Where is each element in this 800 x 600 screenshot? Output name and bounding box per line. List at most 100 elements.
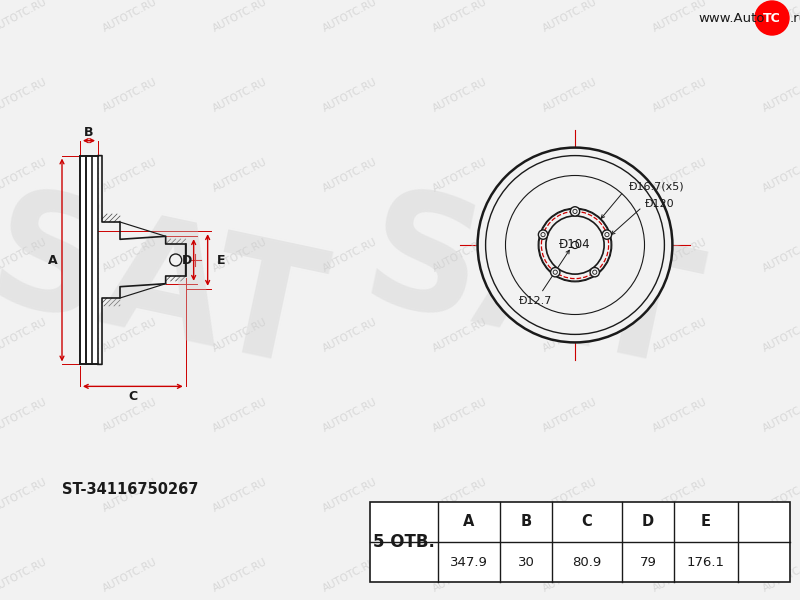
Text: ST-34116750267: ST-34116750267	[62, 482, 198, 497]
Text: AUTOTC.RU: AUTOTC.RU	[541, 316, 599, 353]
Text: AUTOTC.RU: AUTOTC.RU	[761, 397, 800, 434]
Text: AUTOTC.RU: AUTOTC.RU	[761, 476, 800, 514]
Text: AUTOTC.RU: AUTOTC.RU	[541, 76, 599, 113]
Text: AUTOTC.RU: AUTOTC.RU	[321, 236, 379, 274]
Text: AUTOTC.RU: AUTOTC.RU	[651, 316, 709, 353]
Text: AUTOTC.RU: AUTOTC.RU	[431, 236, 489, 274]
Text: Ð16.7(x5): Ð16.7(x5)	[629, 182, 684, 191]
Text: AUTOTC.RU: AUTOTC.RU	[321, 556, 379, 593]
Text: AUTOTC.RU: AUTOTC.RU	[541, 556, 599, 593]
Text: AUTOTC.RU: AUTOTC.RU	[761, 556, 800, 593]
Text: AUTOTC.RU: AUTOTC.RU	[101, 157, 159, 194]
Text: 176.1: 176.1	[687, 556, 725, 569]
Circle shape	[170, 254, 182, 266]
Text: 5 ОТВ.: 5 ОТВ.	[373, 533, 435, 551]
Text: A: A	[463, 514, 474, 529]
Text: AUTOTC.RU: AUTOTC.RU	[101, 397, 159, 434]
Text: AUTOTC.RU: AUTOTC.RU	[431, 556, 489, 593]
Text: 80.9: 80.9	[572, 556, 602, 569]
Text: AUTOTC.RU: AUTOTC.RU	[431, 316, 489, 353]
Text: AUTOTC.RU: AUTOTC.RU	[541, 397, 599, 434]
Text: AUTOTC.RU: AUTOTC.RU	[761, 316, 800, 353]
Text: AUTOTC.RU: AUTOTC.RU	[541, 0, 599, 34]
Circle shape	[538, 230, 548, 239]
Text: AUTOTC.RU: AUTOTC.RU	[431, 157, 489, 194]
Text: AUTOTC.RU: AUTOTC.RU	[211, 476, 269, 514]
Text: AUTOTC.RU: AUTOTC.RU	[651, 0, 709, 34]
Text: AUTOTC.RU: AUTOTC.RU	[0, 157, 49, 194]
Text: AUTOTC.RU: AUTOTC.RU	[321, 76, 379, 113]
Text: AUTOTC.RU: AUTOTC.RU	[321, 316, 379, 353]
Text: AUTOTC.RU: AUTOTC.RU	[431, 0, 489, 34]
Text: 30: 30	[518, 556, 534, 569]
Text: Ð120: Ð120	[645, 199, 674, 209]
Text: AUTOTC.RU: AUTOTC.RU	[101, 76, 159, 113]
Text: D: D	[642, 514, 654, 529]
Text: AUTOTC.RU: AUTOTC.RU	[0, 236, 49, 274]
Text: AUTOTC.RU: AUTOTC.RU	[321, 0, 379, 34]
Text: AUTOTC.RU: AUTOTC.RU	[101, 0, 159, 34]
Circle shape	[550, 268, 560, 277]
Text: AUTOTC.RU: AUTOTC.RU	[211, 397, 269, 434]
Text: AUTOTC.RU: AUTOTC.RU	[651, 157, 709, 194]
Text: E: E	[701, 514, 711, 529]
Text: AUTOTC.RU: AUTOTC.RU	[321, 157, 379, 194]
Text: AUTOTC.RU: AUTOTC.RU	[761, 236, 800, 274]
Text: AUTOTC.RU: AUTOTC.RU	[211, 316, 269, 353]
Circle shape	[478, 148, 673, 343]
Text: www.Auto: www.Auto	[698, 11, 765, 25]
Text: AUTOTC.RU: AUTOTC.RU	[321, 476, 379, 514]
Text: C: C	[582, 514, 592, 529]
Text: AUTOTC.RU: AUTOTC.RU	[0, 556, 49, 593]
Text: AUTOTC.RU: AUTOTC.RU	[541, 157, 599, 194]
Text: TC: TC	[763, 11, 781, 25]
Circle shape	[590, 268, 599, 277]
Text: AUTOTC.RU: AUTOTC.RU	[211, 157, 269, 194]
Text: AUTOTC.RU: AUTOTC.RU	[0, 316, 49, 353]
Circle shape	[755, 1, 789, 35]
Text: AUTOTC.RU: AUTOTC.RU	[0, 76, 49, 113]
Text: AUTOTC.RU: AUTOTC.RU	[0, 397, 49, 434]
Text: E: E	[217, 253, 225, 266]
Text: AUTOTC.RU: AUTOTC.RU	[651, 76, 709, 113]
Bar	[370, 502, 790, 582]
Text: C: C	[128, 390, 138, 403]
Text: AUTOTC.RU: AUTOTC.RU	[101, 236, 159, 274]
Text: 347.9: 347.9	[450, 556, 488, 569]
Text: AUTOTC.RU: AUTOTC.RU	[211, 236, 269, 274]
Text: AUTOTC.RU: AUTOTC.RU	[101, 556, 159, 593]
Text: SAT: SAT	[350, 179, 710, 401]
Circle shape	[570, 207, 580, 216]
Text: AUTOTC.RU: AUTOTC.RU	[211, 556, 269, 593]
Text: AUTOTC.RU: AUTOTC.RU	[761, 157, 800, 194]
Text: .ru: .ru	[790, 11, 800, 25]
Text: AUTOTC.RU: AUTOTC.RU	[651, 397, 709, 434]
Text: AUTOTC.RU: AUTOTC.RU	[761, 76, 800, 113]
Text: A: A	[48, 253, 58, 266]
Text: AUTOTC.RU: AUTOTC.RU	[541, 476, 599, 514]
Text: AUTOTC.RU: AUTOTC.RU	[651, 236, 709, 274]
Circle shape	[602, 230, 612, 239]
Text: AUTOTC.RU: AUTOTC.RU	[431, 76, 489, 113]
Text: Ð104: Ð104	[559, 238, 591, 251]
Text: AUTOTC.RU: AUTOTC.RU	[761, 0, 800, 34]
Text: 79: 79	[639, 556, 657, 569]
Text: AUTOTC.RU: AUTOTC.RU	[0, 476, 49, 514]
Text: B: B	[84, 126, 94, 139]
Text: D: D	[182, 253, 192, 266]
Text: AUTOTC.RU: AUTOTC.RU	[101, 476, 159, 514]
Text: AUTOTC.RU: AUTOTC.RU	[431, 476, 489, 514]
Text: SAT: SAT	[0, 179, 335, 401]
Text: AUTOTC.RU: AUTOTC.RU	[211, 76, 269, 113]
Text: AUTOTC.RU: AUTOTC.RU	[431, 397, 489, 434]
Bar	[86, 155, 98, 364]
Text: B: B	[521, 514, 531, 529]
Text: AUTOTC.RU: AUTOTC.RU	[651, 556, 709, 593]
Bar	[80, 155, 92, 364]
Text: AUTOTC.RU: AUTOTC.RU	[211, 0, 269, 34]
Text: AUTOTC.RU: AUTOTC.RU	[651, 476, 709, 514]
Text: AUTOTC.RU: AUTOTC.RU	[0, 0, 49, 34]
Text: AUTOTC.RU: AUTOTC.RU	[541, 236, 599, 274]
Text: AUTOTC.RU: AUTOTC.RU	[101, 316, 159, 353]
Text: Ð12.7: Ð12.7	[519, 296, 553, 306]
